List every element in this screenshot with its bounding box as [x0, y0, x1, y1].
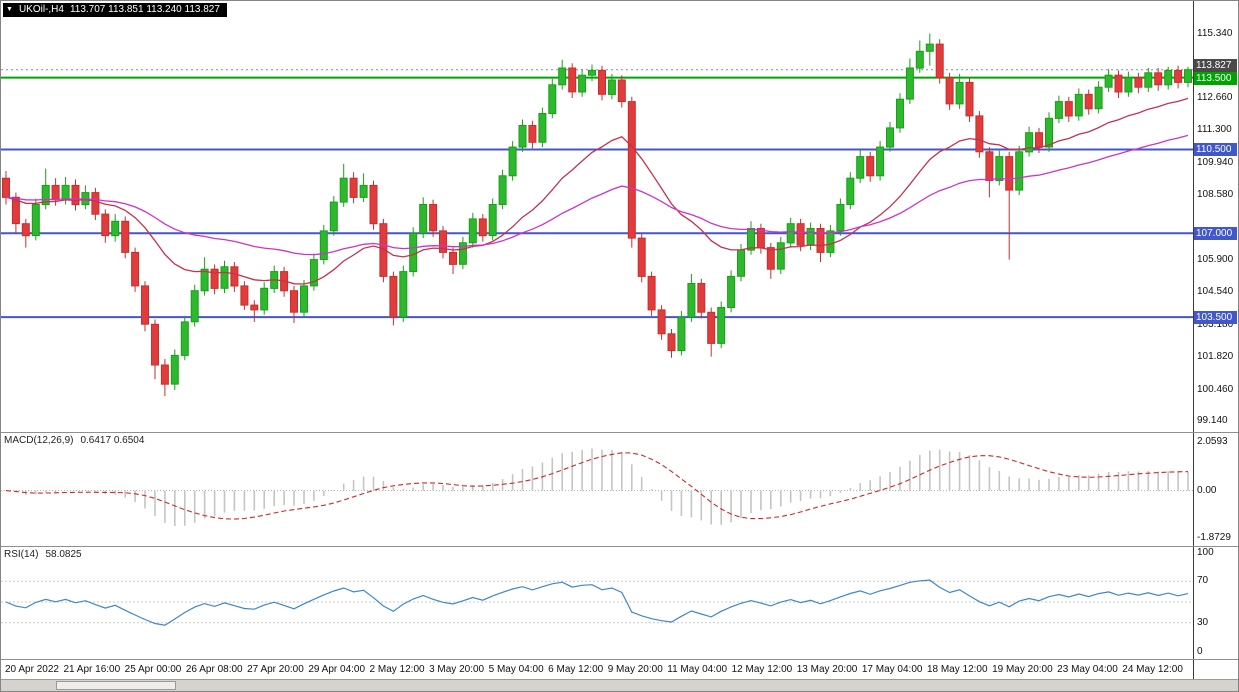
price-tick: 100.460 — [1197, 384, 1234, 395]
scrollbar-thumb[interactable] — [56, 681, 176, 690]
rsi-name: RSI(14) — [4, 549, 39, 560]
candlestick-chart[interactable]: ▼ UKOil-,H4 113.707 113.851 113.240 113.… — [1, 1, 1194, 432]
candlestick-canvas[interactable] — [1, 1, 1193, 432]
collapse-icon[interactable]: ▼ — [6, 6, 13, 13]
price-tick: 99.140 — [1197, 415, 1228, 426]
panel-separator[interactable] — [1, 432, 1238, 433]
level-badge: 107.000 — [1194, 227, 1237, 240]
macd-histogram — [15, 448, 1189, 527]
time-label: 18 May 12:00 — [926, 664, 988, 675]
level-badge: 113.500 — [1194, 72, 1237, 85]
time-label: 2 May 12:00 — [369, 664, 425, 675]
price-tick: 112.660 — [1197, 92, 1233, 103]
macd-name: MACD(12,26,9) — [4, 435, 74, 446]
time-label: 5 May 04:00 — [488, 664, 544, 675]
rsi-panel[interactable]: RSI(14) 58.0825 — [1, 547, 1194, 659]
ma-fast-line — [5, 97, 1189, 285]
ma-slow-line — [5, 134, 1189, 256]
rsi-line — [5, 579, 1189, 626]
time-label: 6 May 12:00 — [548, 664, 604, 675]
time-label: 27 Apr 20:00 — [247, 664, 304, 675]
time-axis-corner — [1194, 660, 1238, 679]
price-tick: 105.900 — [1197, 254, 1234, 265]
level-badge: 110.500 — [1194, 143, 1237, 156]
panel-separator[interactable] — [1, 659, 1238, 660]
price-scale[interactable]: 115.340 112.660 111.300 109.940 108.580 105.9… — [1194, 1, 1238, 432]
rsi-scale[interactable]: 100 70 30 0 — [1194, 547, 1238, 659]
level-badge: 103.500 — [1194, 311, 1237, 324]
current-price-badge: 113.827 — [1194, 59, 1237, 72]
time-label: 17 May 04:00 — [861, 664, 923, 675]
price-tick: 104.540 — [1197, 286, 1234, 297]
price-tick: 108.580 — [1197, 189, 1234, 200]
rsi-scale-tick: 0 — [1197, 646, 1203, 657]
time-label: 20 Apr 2022 — [5, 664, 59, 675]
macd-label: MACD(12,26,9) 0.6417 0.6504 — [4, 435, 144, 446]
macd-panel[interactable]: MACD(12,26,9) 0.6417 0.6504 — [1, 433, 1194, 546]
time-label: 23 May 04:00 — [1057, 664, 1118, 675]
time-label: 9 May 20:00 — [607, 664, 663, 675]
rsi-canvas[interactable] — [1, 547, 1193, 659]
rsi-scale-tick: 100 — [1197, 547, 1214, 558]
rsi-label: RSI(14) 58.0825 — [4, 549, 82, 560]
macd-scale-tick: 0.00 — [1197, 485, 1217, 496]
time-label: 11 May 04:00 — [667, 664, 728, 675]
price-tick: 101.820 — [1197, 351, 1234, 362]
price-tick: 115.340 — [1197, 28, 1233, 39]
bottom-scrollbar[interactable] — [1, 679, 1238, 691]
macd-scale[interactable]: 2.0593 0.00 -1.8729 — [1194, 433, 1238, 546]
ohlc-values: 113.707 113.851 113.240 113.827 — [69, 4, 220, 15]
time-label: 13 May 20:00 — [796, 664, 858, 675]
rsi-scale-tick: 30 — [1197, 617, 1209, 628]
symbol-label: UKOil-,H4 — [18, 4, 64, 15]
price-tick: 111.300 — [1197, 124, 1232, 135]
time-label: 26 Apr 08:00 — [185, 664, 243, 675]
symbol-ohlc-header: ▼ UKOil-,H4 113.707 113.851 113.240 113.… — [3, 3, 227, 17]
time-label: 25 Apr 00:00 — [124, 664, 182, 675]
macd-signal-line — [5, 452, 1189, 520]
price-tick: 109.940 — [1197, 157, 1234, 168]
panel-separator[interactable] — [1, 546, 1238, 547]
macd-values: 0.6417 0.6504 — [80, 435, 145, 446]
time-label: 3 May 20:00 — [429, 664, 485, 675]
time-label: 21 Apr 16:00 — [63, 664, 121, 675]
price-tick: 103.180 — [1197, 319, 1234, 330]
time-label: 12 May 12:00 — [731, 664, 793, 675]
macd-scale-tick: -1.8729 — [1197, 532, 1231, 543]
candles — [2, 33, 1192, 397]
rsi-value: 58.0825 — [45, 549, 82, 560]
macd-canvas[interactable] — [1, 433, 1193, 546]
time-axis[interactable]: 20 Apr 2022 21 Apr 16:00 25 Apr 00:00 26 Ap… — [1, 660, 1194, 679]
rsi-scale-tick: 70 — [1197, 575, 1209, 586]
time-label: 19 May 20:00 — [992, 664, 1053, 675]
macd-scale-tick: 2.0593 — [1197, 436, 1228, 447]
time-label: 29 Apr 04:00 — [308, 664, 366, 675]
time-label: 24 May 12:00 — [1122, 664, 1183, 675]
